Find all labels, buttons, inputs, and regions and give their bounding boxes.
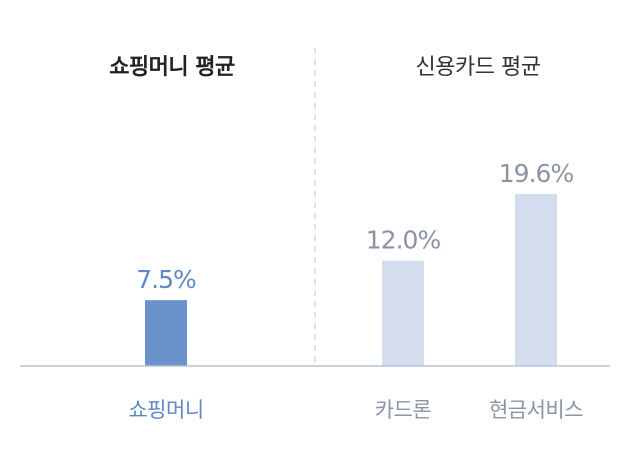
category-label-shopping-money: 쇼핑머니: [128, 398, 203, 422]
bars-layer: 7.5% 쇼핑머니 12.0% 카드론 19.6% 현금서비스: [128, 159, 583, 422]
value-label-shopping-money: 7.5%: [136, 265, 196, 294]
group-title-credit-card: 신용카드 평균: [416, 55, 541, 80]
bar-card-loan: [382, 260, 424, 366]
category-label-card-loan: 카드론: [375, 398, 432, 422]
group-title-shopping-money: 쇼핑머니 평균: [109, 55, 235, 80]
value-label-card-loan: 12.0%: [366, 226, 441, 255]
category-label-cash-service: 현금서비스: [489, 398, 583, 422]
value-label-cash-service: 19.6%: [499, 159, 574, 188]
bar-shopping-money: [145, 300, 187, 366]
bar-cash-service: [515, 194, 557, 366]
